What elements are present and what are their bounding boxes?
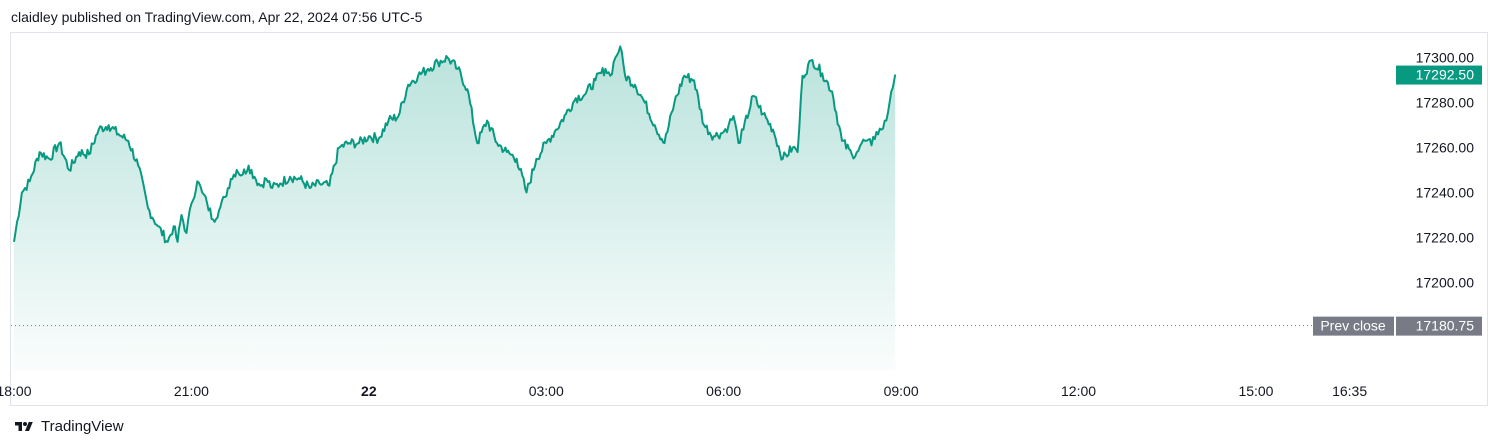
x-tick-label: 22 [361, 383, 377, 399]
x-tick-label: 06:00 [706, 383, 741, 399]
y-tick-label: 17240.00 [1416, 185, 1475, 201]
x-tick-label: 09:00 [884, 383, 919, 399]
y-tick-label: 17260.00 [1416, 140, 1475, 156]
tradingview-logo-icon [15, 421, 33, 431]
x-tick-label: 15:00 [1238, 383, 1273, 399]
chart-frame [10, 32, 1488, 406]
y-tick-label: 17200.00 [1416, 274, 1475, 290]
y-tick-label: 17300.00 [1416, 50, 1475, 66]
price-line [13, 45, 897, 244]
prev-close-value: 17180.75 [1416, 318, 1475, 334]
last-price-label: 17292.50 [1416, 67, 1475, 83]
prev-close-value-box [1396, 316, 1482, 336]
publish-header: claidley published on TradingView.com, A… [11, 9, 423, 25]
x-tick-label: 03:00 [529, 383, 564, 399]
y-tick-label: 17220.00 [1416, 229, 1475, 245]
footer-brand: TradingView [12, 418, 124, 435]
last-price-box [1396, 65, 1482, 85]
x-tick-label: 21:00 [174, 383, 209, 399]
x-tick-label: 18:00 [0, 383, 32, 399]
prev-close-label: Prev close [1320, 318, 1386, 334]
price-area-fill [14, 46, 896, 370]
y-tick-label: 17280.00 [1416, 95, 1475, 111]
brand-name: TradingView [41, 418, 124, 435]
prev-close-label-box [1313, 316, 1394, 336]
x-tick-label: 12:00 [1061, 383, 1096, 399]
x-tick-label: 16:35 [1332, 383, 1367, 399]
